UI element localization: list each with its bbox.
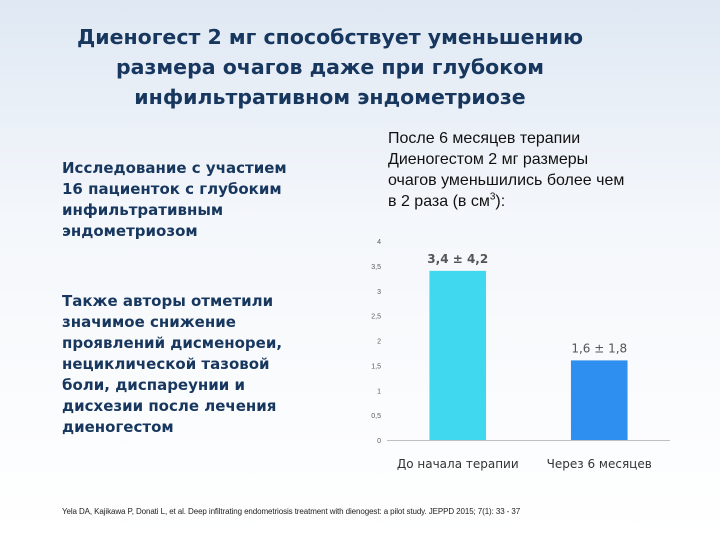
bar (429, 270, 487, 440)
y-tick-label: 0,5 (371, 413, 381, 420)
result-line: в 2 раза (в см3): (388, 191, 708, 212)
authors-line: боли, диспареунии и (62, 376, 246, 394)
result-line: очагов уменьшились более чем (388, 172, 625, 189)
authors-line: значимое снижение (62, 313, 236, 331)
citation: Yela DA, Kajikawa P, Donati L, et al. De… (62, 507, 521, 516)
result-last-suffix: ): (495, 193, 506, 210)
authors-findings: Также авторы отметили значимое снижение … (62, 291, 352, 438)
result-line: После 6 месяцев терапии (388, 130, 581, 147)
slide-title: Диеногест 2 мг способствует уменьшению р… (20, 22, 640, 112)
y-tick-label: 3 (377, 289, 381, 296)
study-line: Исследование с участием (62, 159, 287, 177)
x-category-label: До начала терапии (397, 457, 519, 471)
study-line: эндометриозом (62, 222, 198, 240)
bar (570, 360, 628, 440)
y-tick-label: 0 (377, 438, 381, 445)
title-line: размера очагов даже при глубоком (115, 55, 545, 79)
study-line: инфильтративным (62, 201, 224, 219)
bar-value-label: 1,6 ± 1,8 (571, 341, 627, 355)
result-summary: После 6 месяцев терапии Диеногестом 2 мг… (388, 128, 708, 212)
y-tick-label: 3,5 (371, 264, 381, 271)
title-line: инфильтративном эндометриозе (134, 85, 526, 109)
result-last-prefix: в 2 раза (в см (388, 193, 490, 210)
title-line: Диеногест 2 мг способствует уменьшению (76, 25, 584, 49)
y-tick-label: 2,5 (371, 314, 381, 321)
study-description: Исследование с участием 16 пациенток с г… (62, 158, 352, 242)
authors-line: дисхезии после лечения (62, 397, 277, 415)
cubic-superscript: 3 (489, 191, 496, 203)
authors-line: Также авторы отметили (62, 292, 274, 310)
x-category-label: Через 6 месяцев (547, 457, 652, 471)
study-line: 16 пациенток с глубоким (62, 180, 282, 198)
y-tick-label: 1,5 (371, 363, 381, 370)
bar-chart: 0 0,5 1 1,5 2 2,5 3 3,5 4 3,4 ± 4,2 До начала тера… (371, 239, 670, 471)
y-tick-label: 1 (377, 388, 381, 395)
y-tick-label: 4 (377, 239, 381, 246)
bar-value-label: 3,4 ± 4,2 (427, 252, 488, 266)
result-line: Диеногестом 2 мг размеры (388, 151, 589, 168)
authors-line: проявлений дисменореи, (62, 334, 283, 352)
y-tick-label: 2 (377, 339, 381, 346)
authors-line: нециклической тазовой (62, 355, 270, 373)
authors-line: диеногестом (62, 418, 174, 436)
